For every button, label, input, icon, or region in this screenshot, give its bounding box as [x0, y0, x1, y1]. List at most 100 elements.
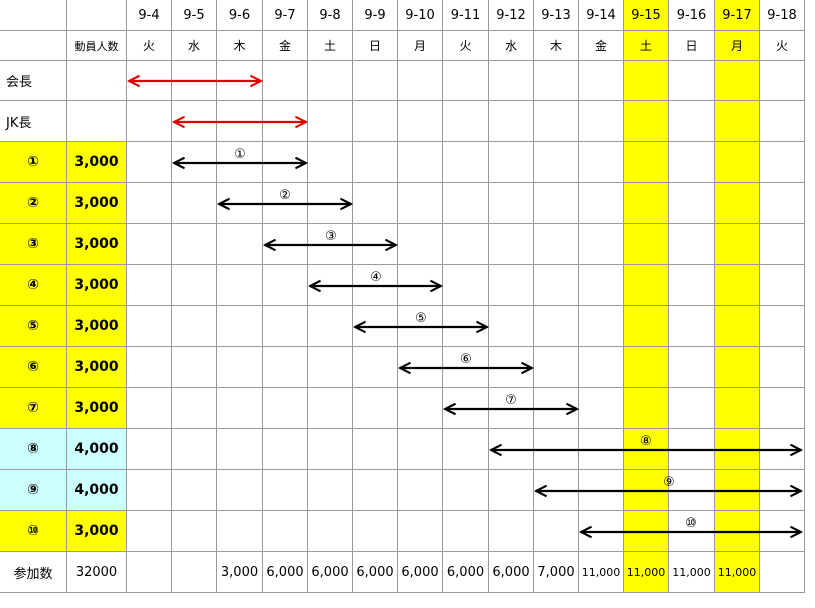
daily-total-cell[interactable]: 6,000 [353, 552, 398, 593]
schedule-cell[interactable] [443, 142, 489, 183]
schedule-cell[interactable] [308, 511, 353, 552]
schedule-cell[interactable] [263, 511, 308, 552]
schedule-cell[interactable] [534, 470, 579, 511]
weekday-header-cell[interactable]: 月 [398, 31, 443, 61]
schedule-cell[interactable] [127, 511, 172, 552]
row-label-cell[interactable]: ① [0, 142, 67, 183]
schedule-cell[interactable] [760, 224, 805, 265]
daily-total-cell[interactable]: 3,000 [217, 552, 263, 593]
schedule-cell[interactable] [624, 61, 669, 101]
row-count-cell[interactable]: 3,000 [67, 347, 127, 388]
schedule-cell[interactable] [669, 511, 715, 552]
schedule-cell[interactable] [443, 224, 489, 265]
schedule-cell[interactable] [760, 347, 805, 388]
daily-total-cell[interactable] [760, 552, 805, 593]
row-count-cell[interactable]: 3,000 [67, 306, 127, 347]
schedule-cell[interactable] [308, 306, 353, 347]
schedule-cell[interactable] [489, 61, 534, 101]
schedule-cell[interactable] [534, 429, 579, 470]
schedule-cell[interactable] [760, 306, 805, 347]
schedule-cell[interactable] [127, 101, 172, 142]
daily-total-cell[interactable]: 6,000 [443, 552, 489, 593]
schedule-cell[interactable] [534, 224, 579, 265]
schedule-cell[interactable] [579, 142, 624, 183]
schedule-cell[interactable] [489, 224, 534, 265]
row-count-cell[interactable]: 3,000 [67, 388, 127, 429]
row-label-cell[interactable]: ⑨ [0, 470, 67, 511]
schedule-cell[interactable] [217, 61, 263, 101]
schedule-cell[interactable] [715, 142, 760, 183]
schedule-cell[interactable] [308, 61, 353, 101]
schedule-cell[interactable] [489, 511, 534, 552]
schedule-cell[interactable] [172, 183, 217, 224]
date-header-cell[interactable]: 9-5 [172, 0, 217, 31]
schedule-cell[interactable] [624, 101, 669, 142]
schedule-cell[interactable] [760, 61, 805, 101]
schedule-cell[interactable] [217, 142, 263, 183]
weekday-header-cell[interactable]: 金 [263, 31, 308, 61]
schedule-cell[interactable] [579, 265, 624, 306]
schedule-cell[interactable] [217, 101, 263, 142]
schedule-cell[interactable] [715, 347, 760, 388]
schedule-cell[interactable] [489, 429, 534, 470]
daily-total-cell[interactable]: 11,000 [715, 552, 760, 593]
row-count-cell[interactable]: 3,000 [67, 142, 127, 183]
schedule-cell[interactable] [715, 306, 760, 347]
weekday-header-cell[interactable]: 水 [172, 31, 217, 61]
corner-cell[interactable] [0, 0, 67, 31]
schedule-cell[interactable] [217, 470, 263, 511]
daily-total-cell[interactable] [172, 552, 217, 593]
schedule-cell[interactable] [624, 306, 669, 347]
schedule-cell[interactable] [624, 388, 669, 429]
weekday-header-cell[interactable]: 日 [353, 31, 398, 61]
row-count-cell[interactable]: 3,000 [67, 183, 127, 224]
schedule-cell[interactable] [760, 429, 805, 470]
schedule-cell[interactable] [263, 306, 308, 347]
schedule-cell[interactable] [263, 224, 308, 265]
schedule-cell[interactable] [534, 61, 579, 101]
row-count-cell[interactable] [67, 101, 127, 142]
schedule-cell[interactable] [263, 429, 308, 470]
schedule-cell[interactable] [172, 470, 217, 511]
schedule-cell[interactable] [353, 142, 398, 183]
weekday-header-cell[interactable]: 土 [624, 31, 669, 61]
schedule-cell[interactable] [443, 61, 489, 101]
schedule-cell[interactable] [760, 142, 805, 183]
schedule-cell[interactable] [127, 388, 172, 429]
schedule-cell[interactable] [127, 61, 172, 101]
schedule-cell[interactable] [715, 224, 760, 265]
row-label-cell[interactable]: ⑦ [0, 388, 67, 429]
schedule-cell[interactable] [534, 388, 579, 429]
schedule-cell[interactable] [443, 183, 489, 224]
schedule-cell[interactable] [534, 183, 579, 224]
date-header-cell[interactable]: 9-10 [398, 0, 443, 31]
date-header-cell[interactable]: 9-14 [579, 0, 624, 31]
row-count-cell[interactable] [67, 61, 127, 101]
schedule-cell[interactable] [760, 183, 805, 224]
row-label-cell[interactable]: ② [0, 183, 67, 224]
schedule-cell[interactable] [579, 347, 624, 388]
schedule-cell[interactable] [308, 142, 353, 183]
schedule-cell[interactable] [579, 101, 624, 142]
row-count-cell[interactable]: 4,000 [67, 429, 127, 470]
weekday-header-cell[interactable]: 水 [489, 31, 534, 61]
schedule-cell[interactable] [669, 347, 715, 388]
schedule-cell[interactable] [172, 429, 217, 470]
schedule-cell[interactable] [669, 470, 715, 511]
date-header-cell[interactable]: 9-18 [760, 0, 805, 31]
schedule-cell[interactable] [353, 61, 398, 101]
schedule-cell[interactable] [579, 511, 624, 552]
weekday-header-cell[interactable]: 火 [760, 31, 805, 61]
schedule-cell[interactable] [760, 511, 805, 552]
schedule-cell[interactable] [217, 347, 263, 388]
schedule-cell[interactable] [217, 429, 263, 470]
date-header-cell[interactable]: 9-15 [624, 0, 669, 31]
schedule-cell[interactable] [534, 306, 579, 347]
schedule-cell[interactable] [715, 61, 760, 101]
daily-total-cell[interactable]: 6,000 [489, 552, 534, 593]
schedule-cell[interactable] [308, 183, 353, 224]
schedule-cell[interactable] [715, 388, 760, 429]
schedule-cell[interactable] [172, 511, 217, 552]
date-header-cell[interactable]: 9-12 [489, 0, 534, 31]
schedule-cell[interactable] [263, 142, 308, 183]
